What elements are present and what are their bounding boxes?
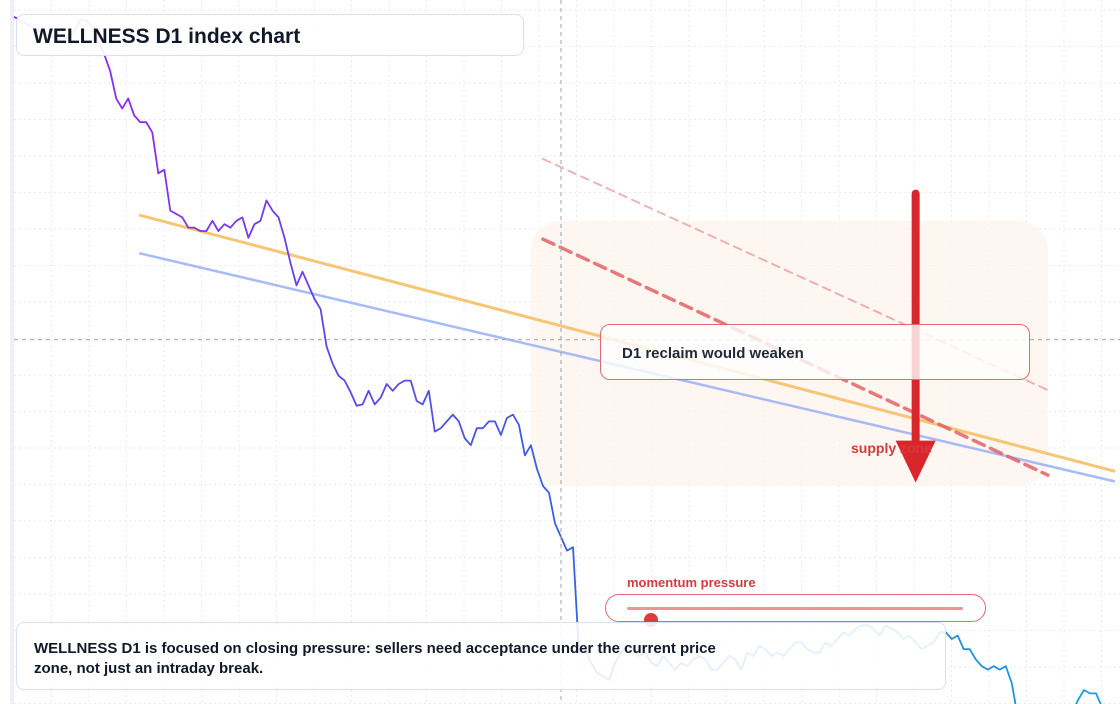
down-arrow-icon [895,189,936,483]
chart-title-panel: WELLNESS D1 index chart [16,14,524,56]
momentum-gauge [605,594,986,627]
analysis-note: WELLNESS D1 is focused on closing pressu… [34,640,716,677]
momentum-gauge-track [627,607,963,627]
analysis-note-panel: WELLNESS D1 is focused on closing pressu… [16,622,946,690]
arrow-head [895,440,936,483]
reclaim-callout: D1 reclaim would weaken [600,324,1030,380]
left-axis-strip [10,0,14,704]
momentum-label: momentum pressure [627,575,756,590]
supply-zone-label: supply zone [851,440,932,456]
chart-title: WELLNESS D1 index chart [33,25,301,48]
reclaim-callout-text: D1 reclaim would weaken [622,345,804,362]
